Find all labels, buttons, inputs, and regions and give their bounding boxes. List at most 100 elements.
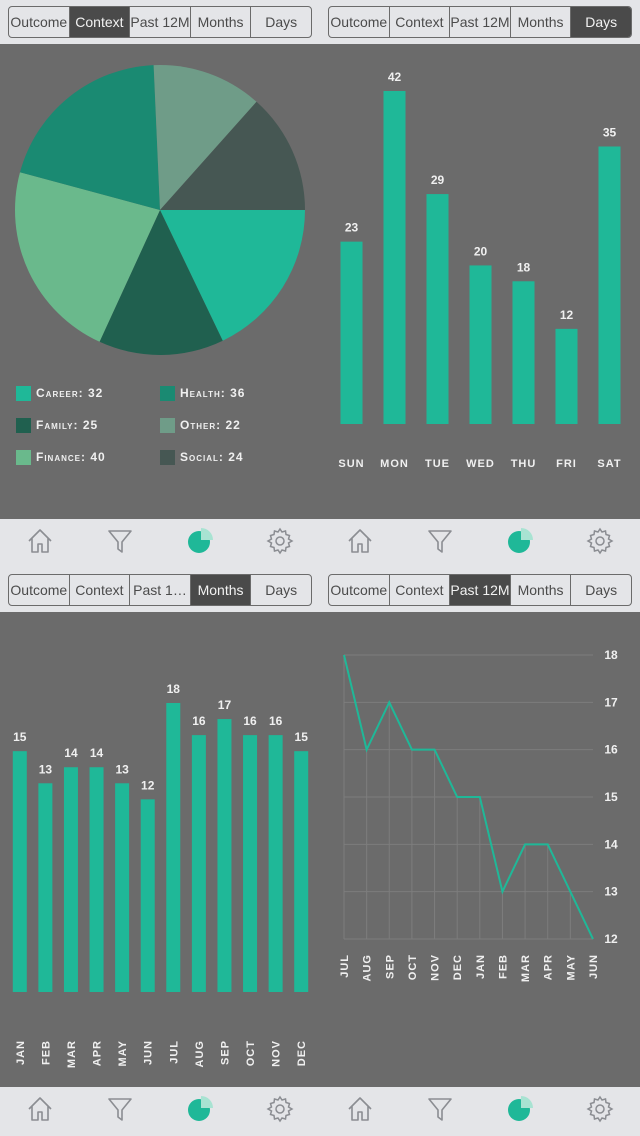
days-panel: Outcome Context Past 12M Months Days 23 S… — [320, 0, 640, 568]
segment-outcome[interactable]: Outcome — [329, 7, 390, 37]
pie-chart-icon — [506, 527, 534, 560]
tab-home[interactable] — [344, 527, 376, 559]
segment-outcome[interactable]: Outcome — [9, 7, 70, 37]
y-tick-label: 17 — [604, 695, 618, 709]
tab-home[interactable] — [24, 527, 56, 559]
months-bar-chart: 15 JAN 13 FEB 14 MAR 14 APR 13 MAY 12 JUN 18 JUL 16 AUG… — [12, 682, 309, 1068]
tab-pie-chart[interactable] — [184, 527, 216, 559]
segment-months[interactable]: Months — [191, 7, 252, 37]
top-bar: Outcome Context Past 1… Months Days — [0, 568, 320, 612]
segment-days[interactable]: Days — [571, 7, 631, 37]
y-tick-label: 15 — [604, 790, 618, 804]
bar-value-label: 16 — [243, 714, 257, 728]
segment-past-12m[interactable]: Past 12M — [450, 7, 511, 37]
tab-bar — [0, 1087, 320, 1136]
legend-label: Career: 32 — [36, 386, 104, 400]
x-tick-label: APR — [543, 954, 555, 980]
bar-mon — [383, 91, 406, 424]
bar-value-label: 35 — [603, 126, 617, 140]
bar-dec — [294, 751, 309, 992]
tab-filter[interactable] — [104, 527, 136, 559]
x-tick-label: NOV — [430, 954, 442, 981]
x-tick-label: MAR — [520, 954, 532, 982]
tab-bar — [320, 1087, 640, 1136]
segment-outcome[interactable]: Outcome — [9, 575, 70, 605]
pie-slice-finance — [15, 172, 161, 342]
bar-value-label: 14 — [64, 746, 78, 760]
x-tick-label: JUN — [588, 954, 600, 979]
bar-sep — [217, 719, 232, 992]
x-tick-label: JUL — [339, 954, 351, 978]
segment-past-12m[interactable]: Past 12M — [450, 575, 511, 605]
filter-icon — [426, 1095, 454, 1128]
past-12m-line-chart: 18 17 16 15 14 13 12 JUL AUG SEP OCT NOV DEC JAN FEB MA… — [339, 648, 618, 982]
bar-sat — [598, 146, 621, 424]
bar-oct — [243, 735, 258, 992]
segment-context[interactable]: Context — [390, 7, 451, 37]
x-tick-label: OCT — [245, 1040, 257, 1066]
segment-outcome[interactable]: Outcome — [329, 575, 390, 605]
tab-home[interactable] — [24, 1095, 56, 1127]
top-bar: Outcome Context Past 12M Months Days — [320, 0, 640, 44]
x-tick-label: MAY — [565, 954, 577, 980]
segment-months[interactable]: Months — [511, 575, 572, 605]
bar-fri — [555, 328, 578, 424]
bar-jul — [166, 703, 181, 992]
top-bar: Outcome Context Past 12M Months Days — [320, 568, 640, 612]
pie-chart-icon — [186, 527, 214, 560]
bar-value-label: 12 — [560, 308, 574, 322]
tab-gear[interactable] — [584, 1095, 616, 1127]
x-tick-label: FEB — [497, 954, 509, 979]
segment-days[interactable]: Days — [265, 14, 298, 30]
bar-value-label: 16 — [192, 714, 206, 728]
bar-value-label: 16 — [269, 714, 283, 728]
home-icon — [346, 1095, 374, 1128]
segment-months[interactable]: Months — [190, 575, 252, 605]
tab-filter[interactable] — [104, 1095, 136, 1127]
gear-icon — [586, 1095, 614, 1128]
bar-value-label: 15 — [295, 730, 309, 744]
tab-pie-chart[interactable] — [184, 1095, 216, 1127]
tab-pie-chart[interactable] — [504, 527, 536, 559]
pie-slice-career — [160, 210, 305, 341]
legend-label: Family: 25 — [36, 418, 99, 432]
legend-item-social: Social: 24 — [160, 448, 244, 466]
tab-gear[interactable] — [584, 527, 616, 559]
tab-home[interactable] — [344, 1095, 376, 1127]
tab-pie-chart[interactable] — [504, 1095, 536, 1127]
tab-bar — [0, 519, 320, 568]
legend-label: Other: 22 — [180, 418, 241, 432]
bar-value-label: 29 — [431, 173, 445, 187]
home-icon — [26, 1095, 54, 1128]
filter-icon — [426, 527, 454, 560]
home-icon — [346, 527, 374, 560]
pie-slice-health — [19, 65, 161, 210]
legend-swatch — [160, 449, 175, 465]
segment-months[interactable]: Months — [511, 7, 572, 37]
tab-gear[interactable] — [264, 1095, 296, 1127]
x-tick-label: AUG — [362, 954, 374, 981]
x-tick-label: SEP — [219, 1040, 231, 1065]
tab-filter[interactable] — [424, 1095, 456, 1127]
filter-icon — [106, 527, 134, 560]
segment-past-12m[interactable]: Past 12M — [130, 7, 191, 37]
segment-days[interactable]: Days — [585, 582, 618, 598]
segmented-control: Outcome Context Past 12M Months Days — [8, 6, 312, 38]
bar-value-label: 12 — [141, 778, 155, 792]
y-tick-label: 12 — [604, 932, 618, 946]
bar-apr — [89, 767, 104, 992]
pie-slice-family — [99, 210, 223, 355]
bar-value-label: 13 — [39, 762, 53, 776]
y-tick-label: 14 — [604, 837, 618, 851]
segment-past-12m[interactable]: Past 1… — [130, 575, 191, 605]
pie-legend: Career: 32 Health: 36 Family: 25 Other: … — [0, 374, 320, 474]
segment-context[interactable]: Context — [70, 575, 131, 605]
segment-context[interactable]: Context — [69, 7, 131, 37]
legend-item-finance: Finance: 40 — [16, 448, 106, 466]
tab-gear[interactable] — [264, 527, 296, 559]
y-tick-label: 13 — [604, 885, 618, 899]
bar-value-label: 23 — [345, 221, 359, 235]
segment-days[interactable]: Days — [265, 582, 298, 598]
tab-filter[interactable] — [424, 527, 456, 559]
segment-context[interactable]: Context — [390, 575, 451, 605]
